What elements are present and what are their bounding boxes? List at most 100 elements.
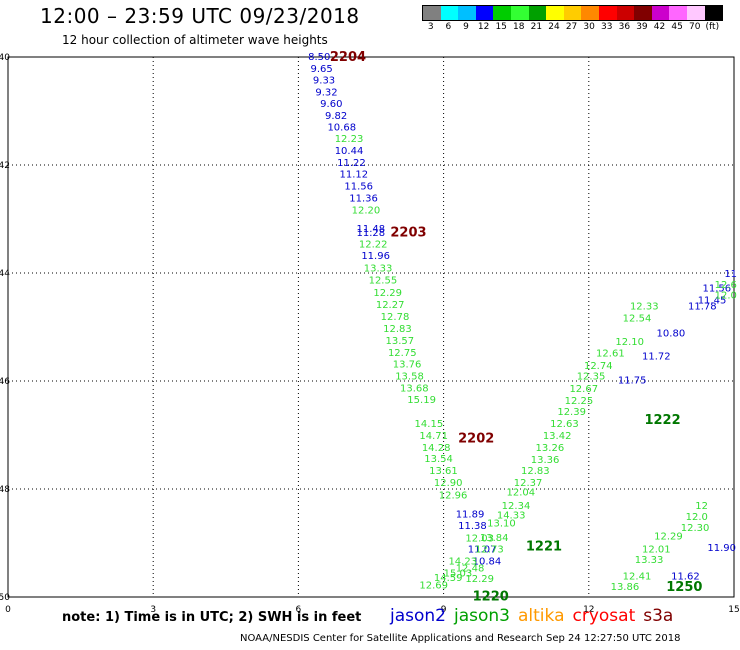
data-point-jason3: 12.83 [383, 324, 412, 335]
legend-swatch [598, 6, 617, 20]
legend-swatch [440, 6, 459, 20]
pass-label: 2204 [330, 50, 366, 65]
legend-swatch [493, 6, 511, 20]
legend-label: 30 [583, 22, 595, 32]
data-point-jason3: 12.39 [557, 407, 586, 418]
legend-swatch [686, 6, 705, 20]
data-point-jason3: 13.58 [395, 372, 424, 383]
legend-swatch [634, 6, 652, 20]
data-point-jason3: 13.54 [424, 454, 453, 465]
data-point-jason3: 13.42 [543, 431, 572, 442]
data-point-jason3: 12.30 [681, 523, 710, 534]
chart-axes: 0 3 6 9 12 15 -40 -42 -44 -46 -48 -50 [0, 53, 740, 615]
data-point-jason3: 13.36 [531, 455, 560, 466]
data-point-jason3: 12.78 [381, 312, 410, 323]
data-point-jason3: 12.74 [584, 361, 613, 372]
data-point-jason3: 12.25 [565, 396, 594, 407]
pass-label: 1250 [666, 580, 702, 595]
y-tick-label: -50 [0, 593, 10, 603]
data-point-jason3: 14.71 [419, 431, 448, 442]
legend-label: 39 [636, 22, 648, 32]
data-point-jason3: 13.33 [364, 264, 393, 275]
data-point-jason3: 12.63 [550, 419, 579, 430]
x-tick-label: 6 [296, 605, 302, 615]
data-point-jason3: 12.48 [456, 563, 485, 574]
legend-swatch [616, 6, 635, 20]
data-point-jason3: 13.86 [611, 582, 640, 593]
data-point-jason2: 11.12 [340, 170, 369, 181]
data-point-jason3: 12.61 [596, 348, 625, 359]
data-point-jason3: 13.26 [536, 443, 565, 454]
chart-points: 8.509.659.339.329.609.8210.6810.4411.221… [308, 52, 737, 593]
data-point-jason2: 9.60 [320, 99, 342, 110]
legend-swatch [651, 6, 670, 20]
data-point-jason2: 11.38 [458, 521, 487, 532]
data-point-jason2: 8.50 [308, 52, 330, 63]
data-point-jason3: 12.75 [388, 348, 417, 359]
data-point-jason3: 12.90 [434, 478, 463, 489]
data-point-jason3: 12.29 [373, 288, 402, 299]
x-tick-label: 9 [441, 605, 447, 615]
data-point-jason3: 12.41 [623, 571, 652, 582]
legend-label: 12 [477, 22, 490, 32]
data-point-jason2: 11 [724, 269, 737, 280]
data-point-jason3: 13.84 [480, 533, 509, 544]
data-point-jason2: 10.68 [327, 123, 356, 134]
color-legend-labels: 3 6 9 12 15 18 21 24 27 30 33 36 39 42 45 70 (ft) [422, 22, 740, 32]
y-tick-label: -44 [0, 269, 10, 279]
chart-pass-labels: 2204 2203 2202 1222 1221 1220 1250 [330, 50, 703, 604]
x-tick-label: 15 [728, 605, 739, 615]
satellite-cryosat: cryosat [572, 606, 636, 626]
data-point-jason2: 11.45 [698, 295, 727, 306]
data-point-jason3: 13.76 [393, 360, 422, 371]
data-point-jason2: 10.44 [335, 146, 364, 157]
data-point-jason3: 12.37 [514, 478, 543, 489]
chart-grid [8, 57, 734, 597]
data-point-jason2: 11.72 [642, 352, 671, 363]
footer-credit: NOAA/NESDIS Center for Satellite Applica… [240, 633, 681, 644]
legend-label: 33 [601, 22, 613, 32]
data-point-jason3: 12 [695, 501, 708, 512]
chart-subtitle: 12 hour collection of altimeter wave hei… [62, 33, 328, 47]
legend-label: 36 [618, 22, 631, 32]
data-point-jason3: 12.04 [507, 488, 536, 499]
pass-label: 1221 [526, 540, 562, 555]
data-point-jason2: 11.56 [703, 284, 732, 295]
data-point-jason3: 13.10 [487, 518, 516, 529]
data-point-jason3: 12.55 [369, 275, 398, 286]
data-point-jason3: 15.03 [444, 569, 473, 580]
legend-swatch [423, 6, 441, 20]
data-point-jason3: 13.68 [400, 383, 429, 394]
data-point-jason3: 12.22 [359, 239, 388, 250]
data-point-jason3: 12.10 [615, 337, 644, 348]
legend-label: (ft) [705, 22, 720, 32]
data-point-jason3: 14.23 [448, 556, 477, 567]
data-point-jason3: 12.29 [465, 574, 494, 585]
data-point-jason2: 9.32 [315, 88, 337, 99]
data-point-jason3: 14.28 [422, 443, 451, 454]
data-point-jason3: 13.61 [429, 466, 458, 477]
legend-swatch [563, 6, 582, 20]
legend-swatch [458, 6, 476, 20]
data-point-jason3: 12.54 [623, 313, 652, 324]
legend-label: 70 [688, 22, 701, 32]
data-point-jason3: 12.27 [376, 300, 405, 311]
y-tick-label: -40 [0, 53, 10, 63]
data-point-jason2: 9.65 [311, 64, 333, 75]
pass-label: 1222 [644, 413, 680, 428]
y-tick-label: -48 [0, 485, 10, 495]
data-point-jason2: 11.75 [618, 375, 647, 386]
footer-note: note: 1) Time is in UTC; 2) SWH is in fe… [62, 610, 362, 625]
satellite-jason2: jason2 [390, 606, 446, 626]
data-point-jason2: 11.89 [456, 509, 485, 520]
data-point-jason2: 11.62 [671, 571, 700, 582]
data-point-jason3: 12.6 [715, 280, 737, 291]
plot-frame [7, 56, 735, 598]
legend-swatch [669, 6, 687, 20]
legend-swatch [510, 6, 529, 20]
data-point-jason2: 10.80 [657, 328, 686, 339]
data-point-jason2: 11.22 [337, 158, 366, 169]
legend-label: 45 [671, 22, 683, 32]
data-point-jason3: 12.01 [642, 544, 671, 555]
